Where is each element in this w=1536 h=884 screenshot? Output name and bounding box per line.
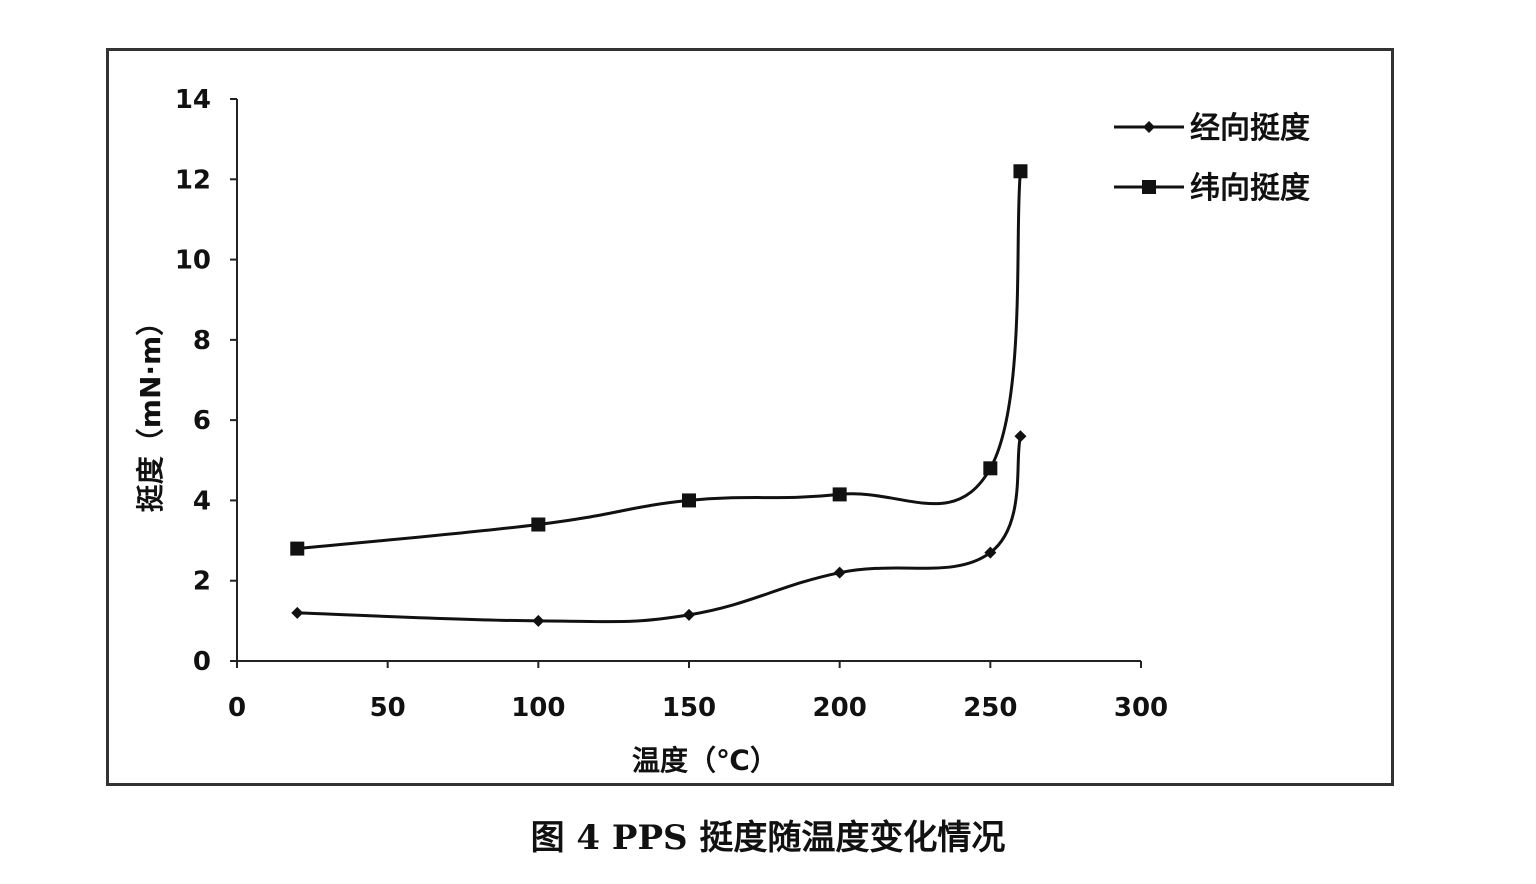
- y-axis-label: 挺度（mN·m）: [134, 308, 167, 512]
- data-point: [683, 608, 695, 621]
- y-tick-label: 10: [175, 246, 211, 276]
- data-point: [984, 546, 997, 559]
- data-point: [1013, 164, 1028, 179]
- y-tick-label: 12: [175, 165, 211, 195]
- figure-caption: 图 4 PPS 挺度随温度变化情况: [530, 818, 1006, 858]
- x-tick-label: 100: [511, 693, 565, 723]
- data-point: [682, 493, 696, 508]
- data-point: [983, 461, 998, 476]
- x-tick-label: 250: [963, 693, 1017, 723]
- axes: 0 2 4 6 8 10 12 14 0 50 100 150 200 250 300: [175, 85, 1168, 723]
- series-line-1: [297, 435, 1022, 624]
- legend-label-1: 经向挺度: [1190, 111, 1310, 146]
- chart-frame: [106, 48, 1394, 786]
- plot-area: [290, 164, 1028, 627]
- data-point: [290, 541, 305, 556]
- legend-marker-1: [1143, 121, 1155, 133]
- legend-marker-2: [1142, 180, 1156, 194]
- x-axis-label: 温度（℃）: [632, 744, 778, 777]
- series-line-2: [297, 171, 1022, 551]
- legend-label-2: 纬向挺度: [1190, 171, 1310, 206]
- y-tick-label: 8: [193, 326, 211, 356]
- x-tick-label: 200: [813, 693, 867, 723]
- x-tick-label: 300: [1114, 693, 1168, 723]
- y-tick-label: 2: [193, 567, 211, 597]
- x-tick-label: 0: [228, 693, 246, 723]
- x-tick-label: 150: [662, 693, 716, 723]
- y-tick-label: 0: [193, 647, 211, 677]
- x-tick-label: 50: [370, 693, 406, 723]
- y-tick-label: 14: [175, 85, 211, 115]
- data-point: [291, 606, 304, 619]
- data-point: [832, 487, 847, 502]
- y-tick-label: 4: [193, 486, 211, 516]
- data-point: [833, 566, 846, 579]
- data-point: [1014, 430, 1027, 443]
- y-tick-label: 6: [193, 406, 211, 436]
- data-point: [531, 517, 546, 532]
- data-point: [532, 614, 545, 627]
